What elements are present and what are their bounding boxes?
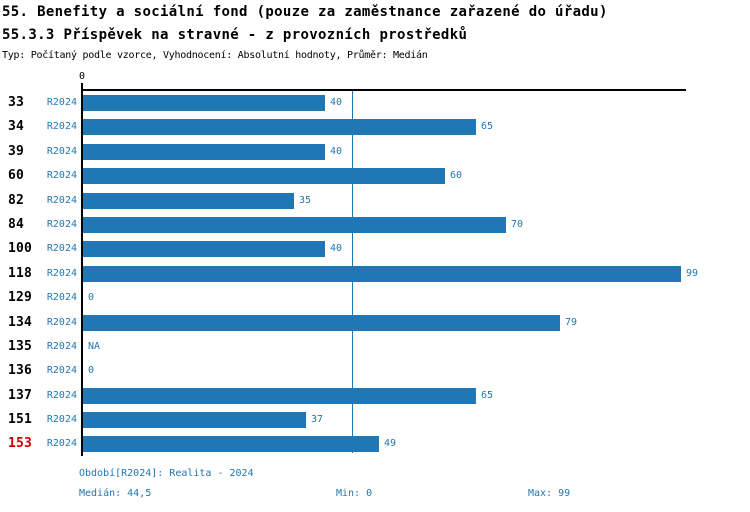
- bar: [83, 412, 306, 429]
- chart-row: 60 R2024 60: [0, 164, 750, 188]
- page-subtitle: 55.3.3 Příspěvek na stravné - z provozní…: [2, 27, 468, 43]
- chart-meta-line: Typ: Počítaný podle vzorce, Vyhodnocení:…: [2, 50, 428, 61]
- chart-row: 84 R2024 70: [0, 213, 750, 237]
- row-id-label: 137: [8, 387, 33, 403]
- bar-value-label: 40: [330, 145, 343, 157]
- bar: [83, 119, 476, 136]
- bar-value-label: 40: [330, 97, 343, 108]
- bar-value-label: NA: [88, 340, 101, 352]
- row-series-link[interactable]: R2024: [46, 243, 77, 255]
- bar-value-label: 40: [330, 243, 343, 255]
- footer-min: Min: 0: [336, 488, 373, 499]
- row-series-link[interactable]: R2024: [46, 365, 77, 377]
- bar-value-label: 35: [299, 194, 312, 206]
- bar-value-label: 0: [88, 292, 95, 304]
- bar-value-label: 37: [311, 414, 324, 426]
- row-series-link[interactable]: R2024: [46, 316, 77, 328]
- row-id-label: 84: [8, 216, 25, 232]
- row-id-label: 39: [8, 143, 25, 159]
- row-series-link[interactable]: R2024: [46, 121, 77, 133]
- row-id-label: 34: [8, 119, 25, 135]
- row-id-label: 100: [8, 241, 33, 257]
- bar-value-label: 49: [384, 438, 397, 450]
- bar: [83, 95, 325, 111]
- bar: [83, 387, 476, 404]
- chart-row: 118 R2024 99: [0, 262, 750, 286]
- row-id-label: 60: [8, 168, 25, 184]
- row-series-link[interactable]: R2024: [46, 97, 77, 108]
- footer-period: Období[R2024]: Realita - 2024: [79, 468, 254, 479]
- chart-row: 129 R2024 0: [0, 286, 750, 310]
- bar-value-label: 79: [565, 316, 578, 328]
- row-series-link[interactable]: R2024: [46, 145, 77, 157]
- footer-median: Medián: 44,5: [79, 488, 152, 499]
- bar-value-label: 65: [481, 121, 494, 133]
- chart-row: 100 R2024 40: [0, 237, 750, 261]
- bar-value-label: 0: [88, 365, 95, 377]
- row-series-link[interactable]: R2024: [46, 170, 77, 182]
- row-id-label: 153: [8, 436, 33, 452]
- bar-value-label: 65: [481, 389, 494, 401]
- bar: [83, 192, 294, 209]
- chart-row: 151 R2024 37: [0, 408, 750, 432]
- bar: [83, 168, 445, 185]
- chart-row: 39 R2024 40: [0, 140, 750, 164]
- footer-max: Max: 99: [528, 488, 571, 499]
- row-series-link[interactable]: R2024: [46, 267, 77, 279]
- bar-value-label: 99: [686, 267, 699, 279]
- bar-value-label: 60: [450, 170, 463, 182]
- x-axis-line: [81, 89, 686, 91]
- row-series-link[interactable]: R2024: [46, 438, 77, 450]
- row-id-label: 136: [8, 363, 33, 379]
- row-id-label: 134: [8, 314, 33, 330]
- bar: [83, 314, 560, 331]
- chart-row: 34 R2024 65: [0, 115, 750, 139]
- chart-rows: 33 R2024 40 34 R2024 65 39 R2024 40 60 R…: [0, 91, 750, 457]
- bar: [83, 241, 325, 258]
- row-id-label: 151: [8, 412, 33, 428]
- row-series-link[interactable]: R2024: [46, 218, 77, 230]
- row-series-link[interactable]: R2024: [46, 340, 77, 352]
- row-id-label: 118: [8, 265, 33, 281]
- chart-row: 82 R2024 35: [0, 189, 750, 213]
- row-id-label: 129: [8, 290, 33, 306]
- chart-row: 137 R2024 65: [0, 384, 750, 408]
- row-series-link[interactable]: R2024: [46, 292, 77, 304]
- row-id-label: 82: [8, 192, 25, 208]
- chart-row: 153 R2024 49: [0, 432, 750, 456]
- x-axis-tick-label: 0: [78, 71, 86, 82]
- chart-row: 136 R2024 0: [0, 359, 750, 383]
- bar: [83, 265, 681, 282]
- row-series-link[interactable]: R2024: [46, 414, 77, 426]
- row-series-link[interactable]: R2024: [46, 389, 77, 401]
- page-title: 55. Benefity a sociální fond (pouze za z…: [2, 4, 608, 20]
- row-series-link[interactable]: R2024: [46, 194, 77, 206]
- chart-row: 33 R2024 40: [0, 91, 750, 115]
- bar: [83, 216, 506, 233]
- bar-value-label: 70: [511, 218, 524, 230]
- row-id-label: 33: [8, 95, 25, 110]
- chart-row: 135 R2024 NA: [0, 335, 750, 359]
- row-id-label: 135: [8, 338, 33, 354]
- bar: [83, 436, 379, 453]
- bar: [83, 143, 325, 160]
- y-axis-line: [81, 83, 83, 456]
- chart-row: 134 R2024 79: [0, 311, 750, 335]
